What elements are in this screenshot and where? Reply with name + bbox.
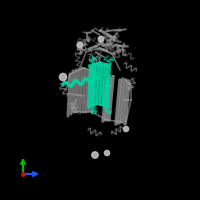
Circle shape	[104, 150, 110, 156]
Circle shape	[77, 42, 83, 48]
Circle shape	[59, 73, 67, 81]
Circle shape	[123, 126, 129, 132]
Circle shape	[92, 152, 98, 158]
Circle shape	[98, 36, 104, 42]
